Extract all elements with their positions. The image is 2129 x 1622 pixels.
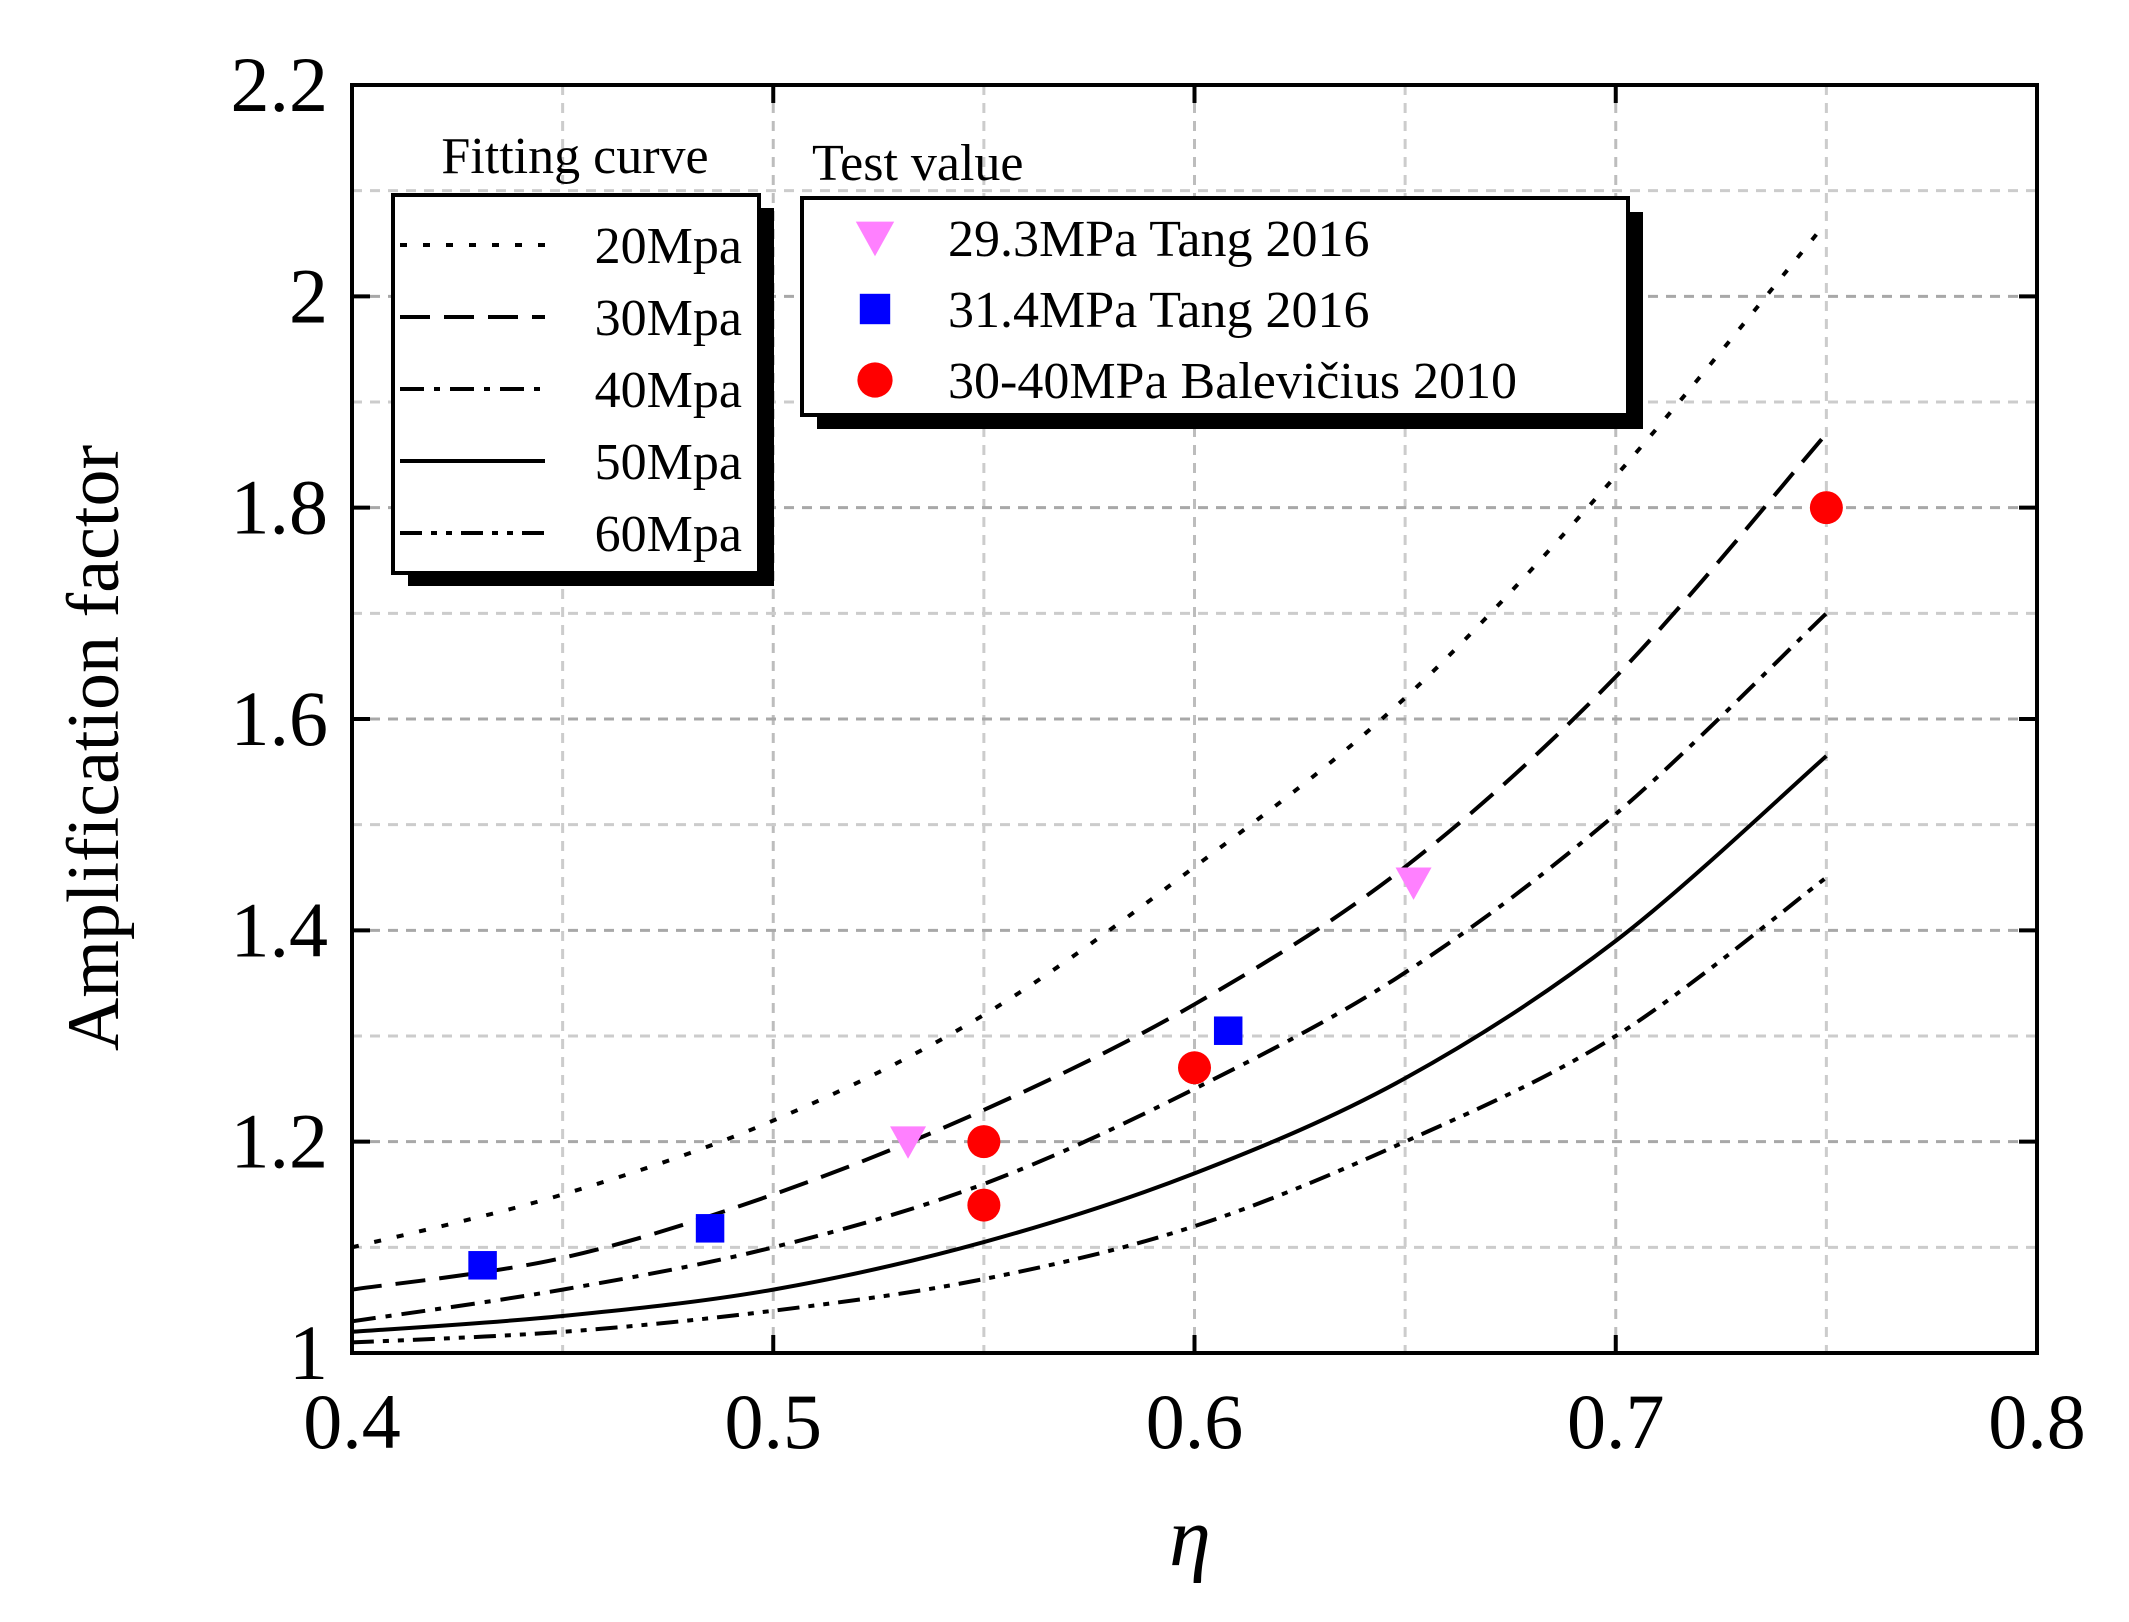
fitting-legend-items: 20Mpa 30Mpa 40Mpa 50Mpa 60Mpa (400, 218, 742, 563)
marker-circle (1178, 1051, 1211, 1085)
marker-square (1213, 1016, 1243, 1045)
test-legend-box (800, 196, 1630, 417)
test-legend: Test value 29.3MPa Tang 2016 31.4MPa Tang… (800, 135, 1643, 429)
test-legend-marker (855, 221, 895, 257)
test-legend-label: 29.3MPa Tang 2016 (948, 211, 1370, 268)
marker-circle (967, 1188, 1001, 1222)
curve-30Mpa (351, 432, 1828, 1292)
y-tick-label: 1.2 (231, 1098, 329, 1185)
curve-50Mpa (351, 754, 1828, 1334)
test-markers (468, 491, 1843, 1280)
test-legend-label: 30-40MPa Balevičius 2010 (948, 353, 1517, 410)
grid-lines (352, 85, 2037, 1353)
marker-square (695, 1214, 725, 1243)
test-legend-label: 31.4MPa Tang 2016 (948, 282, 1370, 339)
test-legend-marker (857, 362, 893, 398)
axis-ticks: 0.4 0.5 0.6 0.7 0.8 1 1.2 1.4 1.6 1.8 2 2.2 (231, 41, 2086, 1465)
y-tick-label: 1.6 (231, 675, 329, 762)
fitting-legend-title: Fitting curve (441, 128, 708, 185)
marker-circle (967, 1125, 1001, 1159)
y-tick-label: 2.2 (231, 41, 329, 128)
y-axis-label: Amplification factor (53, 445, 135, 1051)
y-tick-label: 1 (289, 1309, 328, 1396)
fitting-curves (351, 221, 1828, 1345)
y-tick-label: 1.8 (231, 464, 329, 551)
curve-60Mpa (351, 875, 1828, 1345)
fitting-legend-label: 60Mpa (595, 506, 742, 563)
curve-40Mpa (351, 611, 1828, 1324)
marker-triangle-down (1395, 867, 1432, 900)
marker-circle (1809, 491, 1843, 525)
x-tick-label: 0.4 (303, 1378, 401, 1465)
marker-square (468, 1251, 497, 1280)
fitting-legend-box (391, 193, 761, 575)
x-tick-label: 0.7 (1567, 1378, 1665, 1465)
y-tick-label: 2 (289, 252, 328, 339)
test-legend-marker (859, 293, 891, 325)
fitting-legend-label: 20Mpa (595, 218, 742, 275)
fitting-legend-label: 30Mpa (595, 290, 742, 347)
x-tick-label: 0.5 (725, 1378, 823, 1465)
x-tick-label: 0.6 (1146, 1378, 1244, 1465)
x-tick-label: 0.8 (1988, 1378, 2086, 1465)
x-axis-label: η (1169, 1491, 1211, 1584)
fitting-legend-label: 40Mpa (595, 362, 742, 419)
marker-triangle-down (890, 1126, 927, 1159)
test-legend-title: Test value (812, 135, 1024, 192)
fitting-legend: Fitting curve 20Mpa 30Mpa 40Mpa 50Mpa 60Mpa (391, 128, 774, 586)
fitting-legend-label: 50Mpa (595, 434, 742, 491)
y-tick-label: 1.4 (231, 886, 329, 973)
test-legend-items: 29.3MPa Tang 2016 31.4MPa Tang 2016 30-40M… (855, 211, 1517, 410)
